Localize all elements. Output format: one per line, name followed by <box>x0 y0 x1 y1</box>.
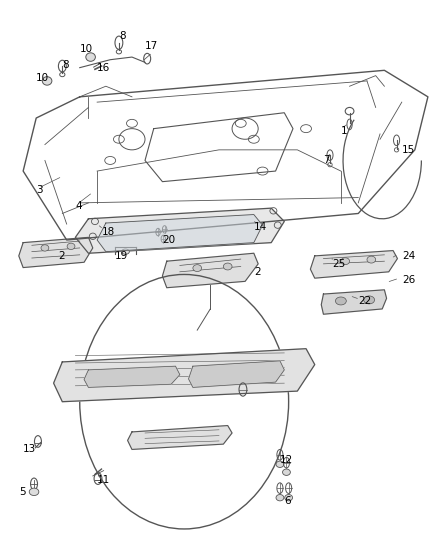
Text: 16: 16 <box>97 63 110 72</box>
Text: 8: 8 <box>62 60 69 70</box>
Text: 12: 12 <box>280 455 293 465</box>
Text: 17: 17 <box>145 42 158 52</box>
Polygon shape <box>97 215 262 252</box>
Polygon shape <box>53 349 315 402</box>
Text: 2: 2 <box>58 251 64 261</box>
Text: 24: 24 <box>402 251 415 261</box>
Text: 20: 20 <box>162 235 176 245</box>
Polygon shape <box>19 237 93 268</box>
Ellipse shape <box>121 249 129 254</box>
Text: 11: 11 <box>97 475 110 484</box>
Polygon shape <box>84 366 180 387</box>
Text: 1: 1 <box>341 126 347 136</box>
Text: 3: 3 <box>36 184 43 195</box>
Text: 14: 14 <box>254 222 267 232</box>
Polygon shape <box>127 425 232 449</box>
Text: 26: 26 <box>402 274 415 285</box>
Ellipse shape <box>276 461 284 467</box>
Ellipse shape <box>367 256 376 263</box>
Polygon shape <box>75 208 284 253</box>
Text: 25: 25 <box>332 259 346 269</box>
Ellipse shape <box>41 245 49 251</box>
Polygon shape <box>188 361 284 387</box>
Text: 6: 6 <box>284 496 291 506</box>
Text: 8: 8 <box>119 31 126 41</box>
Polygon shape <box>321 290 387 314</box>
Text: 15: 15 <box>402 145 415 155</box>
Text: 10: 10 <box>36 73 49 83</box>
Ellipse shape <box>276 495 284 501</box>
Text: 13: 13 <box>23 445 36 455</box>
Ellipse shape <box>193 265 201 271</box>
Ellipse shape <box>42 77 52 85</box>
Ellipse shape <box>86 53 95 61</box>
Ellipse shape <box>336 297 346 305</box>
Polygon shape <box>311 251 397 278</box>
Text: 5: 5 <box>19 487 25 497</box>
Text: 7: 7 <box>323 156 330 165</box>
Ellipse shape <box>364 296 374 304</box>
Ellipse shape <box>285 495 293 501</box>
Text: 2: 2 <box>254 267 261 277</box>
Text: 19: 19 <box>115 251 128 261</box>
Ellipse shape <box>223 263 232 270</box>
Ellipse shape <box>283 469 290 475</box>
Polygon shape <box>162 253 258 288</box>
Text: 10: 10 <box>80 44 93 54</box>
Text: 22: 22 <box>358 296 371 306</box>
Ellipse shape <box>29 488 39 496</box>
Text: 4: 4 <box>75 200 82 211</box>
Text: 18: 18 <box>102 227 115 237</box>
Ellipse shape <box>341 258 350 265</box>
Ellipse shape <box>67 243 75 249</box>
